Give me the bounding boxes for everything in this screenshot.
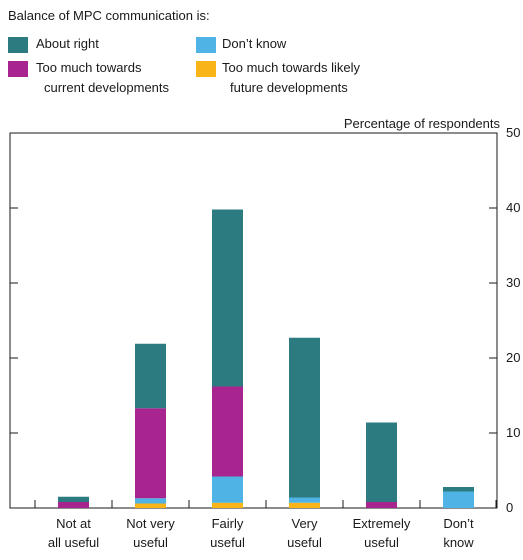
x-tick-label-5-line2: know xyxy=(443,535,474,550)
bar-2-series-1 xyxy=(212,476,243,503)
legend-label-current-developments: Too much towards xyxy=(36,60,142,75)
plot-frame xyxy=(9,132,498,509)
plot-border xyxy=(9,132,498,509)
bar-3-series-0 xyxy=(289,502,320,508)
x-tick-label-1: Not very xyxy=(126,516,175,531)
labels: Percentage of respondents Not at all usefu… xyxy=(48,116,501,550)
x-tick-label-2-line2: useful xyxy=(210,535,245,550)
x-tick-label-5: Don’t xyxy=(443,516,474,531)
bar-2-series-3 xyxy=(212,209,243,387)
bar-1-series-2 xyxy=(135,408,166,499)
legend-swatch-current-developments xyxy=(8,61,28,77)
right-tick-label-10: 10 xyxy=(506,425,520,440)
legend-swatch-future-developments xyxy=(196,61,216,77)
legend-label-future-developments-line2: future developments xyxy=(230,80,348,95)
bar-3-series-1 xyxy=(289,497,320,503)
bar-1-series-0 xyxy=(135,503,166,508)
bars xyxy=(58,209,474,508)
x-tick-label-0: Not at xyxy=(56,516,91,531)
x-tick-label-4: Extremely xyxy=(353,516,411,531)
x-tick-label-2: Fairly xyxy=(212,516,244,531)
legend-label-future-developments: Too much towards likely xyxy=(222,60,360,75)
legend-label-about-right: About right xyxy=(36,36,99,51)
right-tick-label-40: 40 xyxy=(506,200,520,215)
bar-4-series-2 xyxy=(366,502,397,508)
legend-title: Balance of MPC communication is: xyxy=(8,8,210,23)
bar-5-series-3 xyxy=(443,487,474,492)
bar-3-series-3 xyxy=(289,337,320,498)
bar-5-series-1 xyxy=(443,491,474,508)
legend-label-dont-know: Don’t know xyxy=(222,36,287,51)
right-tick-label-30: 30 xyxy=(506,275,520,290)
bar-1-series-3 xyxy=(135,343,166,409)
legend-swatch-about-right xyxy=(8,37,28,53)
x-tick-label-3-line2: useful xyxy=(287,535,322,550)
right-tick-label-50: 50 xyxy=(506,125,520,140)
x-tick-label-1-line2: useful xyxy=(133,535,168,550)
x-tick-label-0-line2: all useful xyxy=(48,535,99,550)
y-axis-label: Percentage of respondents xyxy=(344,116,501,131)
bar-0-series-2 xyxy=(58,502,89,508)
legend-swatch-dont-know xyxy=(196,37,216,53)
ticks: 0 10 20 30 40 50 xyxy=(10,125,520,515)
bar-0-series-3 xyxy=(58,496,89,502)
x-tick-label-4-line2: useful xyxy=(364,535,399,550)
right-tick-label-0: 0 xyxy=(506,500,513,515)
bar-4-series-3 xyxy=(366,422,397,502)
bar-1-series-1 xyxy=(135,498,166,504)
right-tick-label-20: 20 xyxy=(506,350,520,365)
legend-label-current-developments-line2: current developments xyxy=(44,80,170,95)
bar-2-series-2 xyxy=(212,386,243,477)
x-tick-label-3: Very xyxy=(291,516,318,531)
bar-2-series-0 xyxy=(212,502,243,508)
